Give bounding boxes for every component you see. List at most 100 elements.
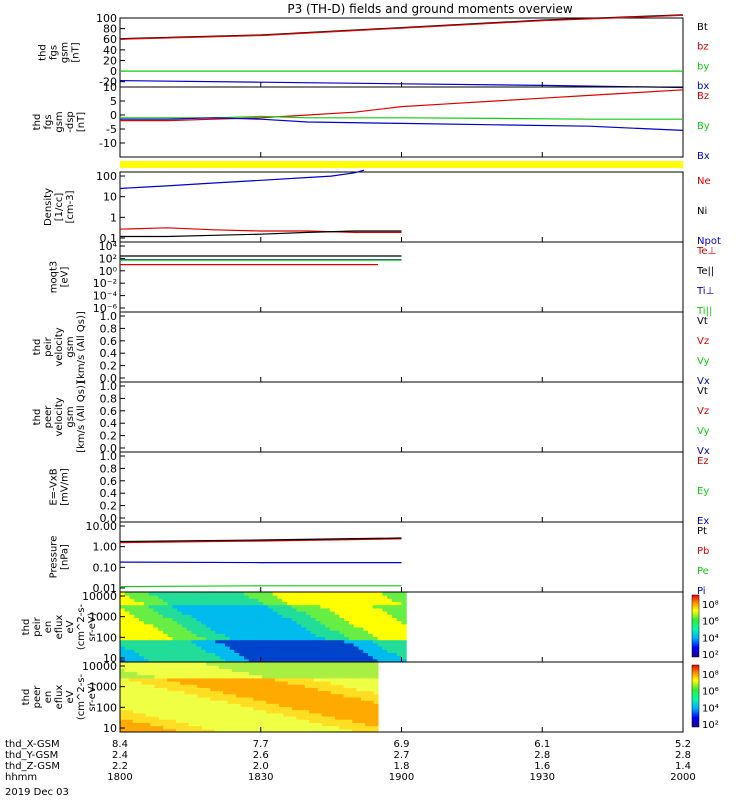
spectrogram-cell (120, 674, 125, 679)
spectrogram-cell (253, 716, 259, 720)
spectrogram-cell (139, 652, 145, 657)
spectrogram-cell (369, 709, 375, 714)
spectrogram-cell (240, 665, 246, 669)
legend-entry: Bx (697, 151, 710, 162)
spectrogram-cell (234, 607, 240, 612)
spectrogram-cell (300, 719, 306, 723)
spectrogram-cell (253, 620, 259, 625)
spectrogram-cell (120, 725, 125, 730)
spectrogram-cell (368, 655, 374, 660)
spectrogram-cell (184, 693, 190, 698)
spectrogram-cell (287, 687, 293, 692)
spectrogram-cell (171, 662, 177, 666)
spectrogram-cell (162, 633, 169, 638)
spectrogram-cell (343, 716, 349, 720)
spectrogram-cell (320, 639, 326, 644)
spectrogram-cell (322, 690, 327, 695)
spectrogram-cell (306, 655, 312, 660)
time-axis-row-label: thd_X-GSM (5, 739, 60, 750)
spectrogram-cell (201, 728, 207, 733)
spectrogram-cell (283, 668, 289, 673)
spectrogram-cell (263, 655, 269, 660)
spectrogram-cell (322, 728, 327, 733)
spectrogram-cell (301, 655, 307, 660)
spectrogram-cell (292, 709, 297, 714)
spectrogram-cell (352, 677, 358, 682)
spectrogram-cell (248, 636, 255, 641)
spectrogram-cell (188, 665, 194, 669)
spectrogram-cell (372, 614, 379, 618)
spectrogram-cell (339, 649, 345, 653)
spectrogram-cell (206, 728, 211, 733)
spectrogram-cell (347, 700, 353, 704)
spectrogram-cell (343, 706, 349, 711)
spectrogram-cell (266, 674, 272, 679)
spectrogram-cell (272, 636, 278, 641)
spectrogram-cell (177, 630, 183, 634)
legend-entry: Ne (697, 176, 711, 187)
spectrogram-cell (296, 687, 302, 692)
spectrogram-cell (124, 592, 131, 596)
legend-entry: Pi (697, 586, 706, 597)
spectrogram-cell (124, 639, 131, 644)
spectrogram-cell (150, 681, 155, 685)
spectrogram-cell (315, 604, 321, 609)
spectrogram-cell (274, 716, 280, 720)
spectrogram-cell (391, 636, 398, 641)
spectrogram-cell (300, 690, 306, 695)
spectrogram-cell (129, 617, 135, 622)
spectrogram-cell (363, 623, 369, 628)
spectrogram-cell (320, 617, 326, 622)
spectrogram-cell (215, 601, 221, 606)
spectrogram-cell (139, 592, 145, 596)
spectrogram-cell (279, 703, 284, 708)
spectrogram-cell (270, 728, 276, 733)
spectrogram-cell (163, 690, 168, 695)
spectrogram-cell (401, 646, 407, 650)
spectrogram-cell (283, 665, 289, 669)
spectrogram-cell (253, 706, 259, 711)
spectrogram-cell (296, 642, 302, 647)
spectrogram-cell (239, 636, 245, 641)
spectrogram-cell (215, 649, 221, 653)
y-tick-label: 0.6 (100, 335, 118, 348)
spectrogram-cell (270, 703, 276, 708)
spectrogram-cell (306, 630, 312, 634)
spectrogram-cell (175, 706, 181, 711)
spectrogram-cell (120, 703, 125, 708)
spectrogram-cell (177, 642, 183, 647)
spectrogram-cell (163, 722, 168, 727)
spectrogram-cell (372, 601, 379, 606)
spectrogram-cell (158, 611, 164, 615)
spectrogram-cell (365, 687, 370, 692)
spectrogram-cell (158, 671, 164, 676)
spectrogram-cell (270, 700, 276, 704)
spectrogram-cell (234, 595, 240, 599)
spectrogram-cell (120, 598, 126, 603)
spectrogram-cell (244, 674, 250, 679)
spectrogram-cell (363, 655, 369, 660)
spectrogram-cell (320, 607, 326, 612)
spectrogram-cell (291, 646, 297, 650)
spectrogram-cell (309, 700, 315, 704)
spectrogram-cell (141, 668, 147, 673)
spectrogram-cell (124, 671, 130, 676)
spectrogram-cell (162, 611, 169, 615)
spectrogram-cell (120, 607, 126, 612)
y-tick-label: 0.1 (100, 232, 118, 245)
spectrogram-cell (229, 595, 235, 599)
spectrogram-cell (353, 601, 359, 606)
spectrogram-cell (330, 668, 336, 673)
spectrogram-cell (391, 614, 398, 618)
spectrogram-cell (154, 716, 160, 720)
spectrogram-cell (205, 633, 212, 638)
spectrogram-cell (167, 601, 173, 606)
spectrogram-cell (292, 687, 297, 692)
spectrogram-cell (171, 684, 177, 688)
spectrogram-cell (292, 677, 297, 682)
spectrogram-cell (287, 677, 293, 682)
spectrogram-cell (201, 671, 207, 676)
spectrogram-cell (224, 604, 231, 609)
spectrogram-cell (322, 709, 327, 714)
